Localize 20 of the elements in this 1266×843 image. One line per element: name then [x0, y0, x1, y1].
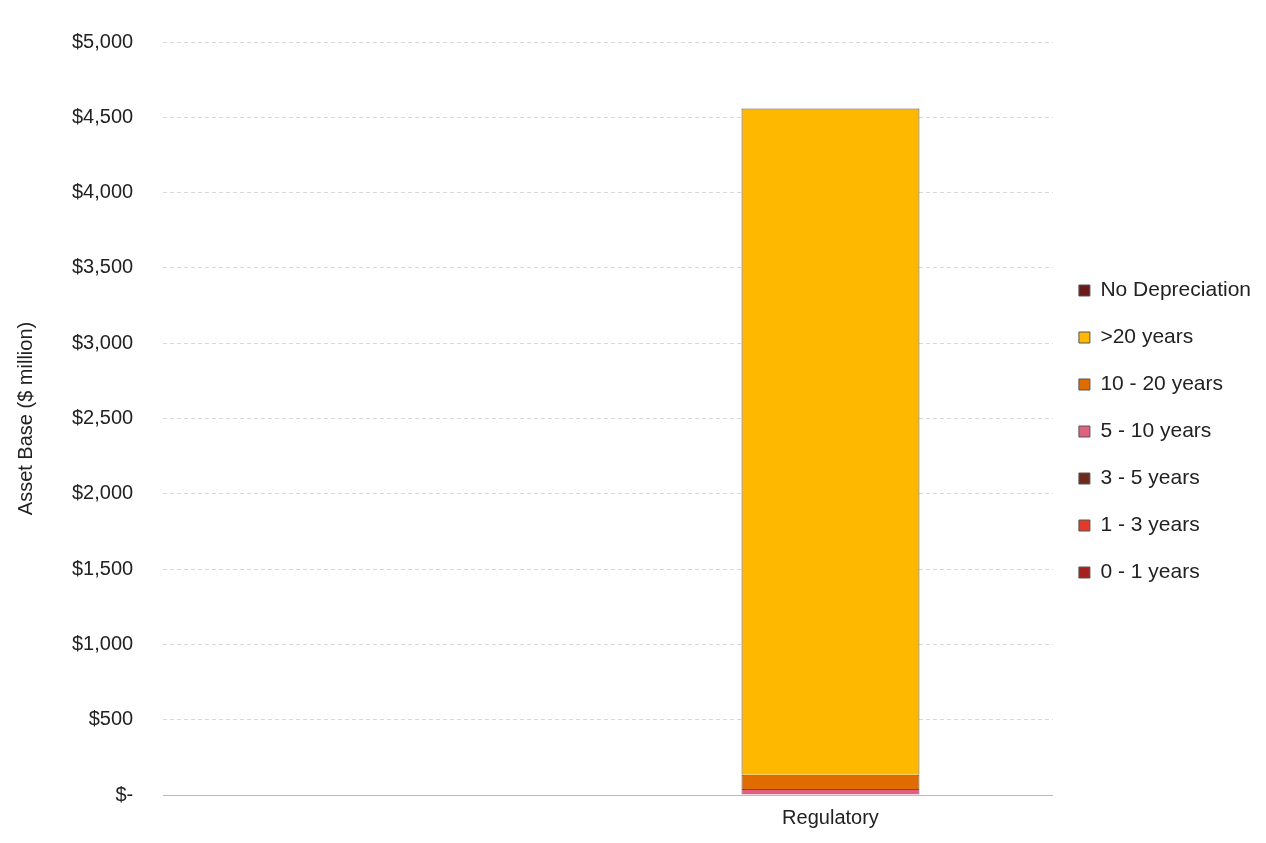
- y-axis-title: Asset Base ($ million): [13, 321, 36, 516]
- y-tick-label: $1,500: [72, 556, 134, 579]
- legend-label: 5 - 10 years: [1100, 418, 1212, 442]
- y-tick-label: $4,000: [72, 180, 134, 203]
- legend-label: 1 - 3 years: [1100, 512, 1200, 536]
- y-tick-label: $2,500: [72, 406, 134, 429]
- y-tick-label: $500: [88, 707, 134, 730]
- legend-label: 10 - 20 years: [1100, 371, 1223, 395]
- y-tick-label: $1,000: [72, 631, 134, 654]
- y-tick-label: $3,000: [72, 330, 134, 353]
- y-tick-label: $2,000: [72, 481, 134, 504]
- legend-label: >20 years: [1100, 324, 1194, 348]
- x-tick-label: Regulatory: [782, 805, 879, 828]
- y-tick-label: $3,500: [72, 255, 134, 278]
- y-tick-label: $-: [115, 782, 134, 805]
- y-tick-label: $5,000: [72, 29, 134, 52]
- legend-label: No Depreciation: [1100, 277, 1252, 301]
- legend-label: 0 - 1 years: [1100, 559, 1200, 583]
- legend-label: 3 - 5 years: [1100, 465, 1200, 489]
- y-tick-label: $4,500: [72, 104, 134, 127]
